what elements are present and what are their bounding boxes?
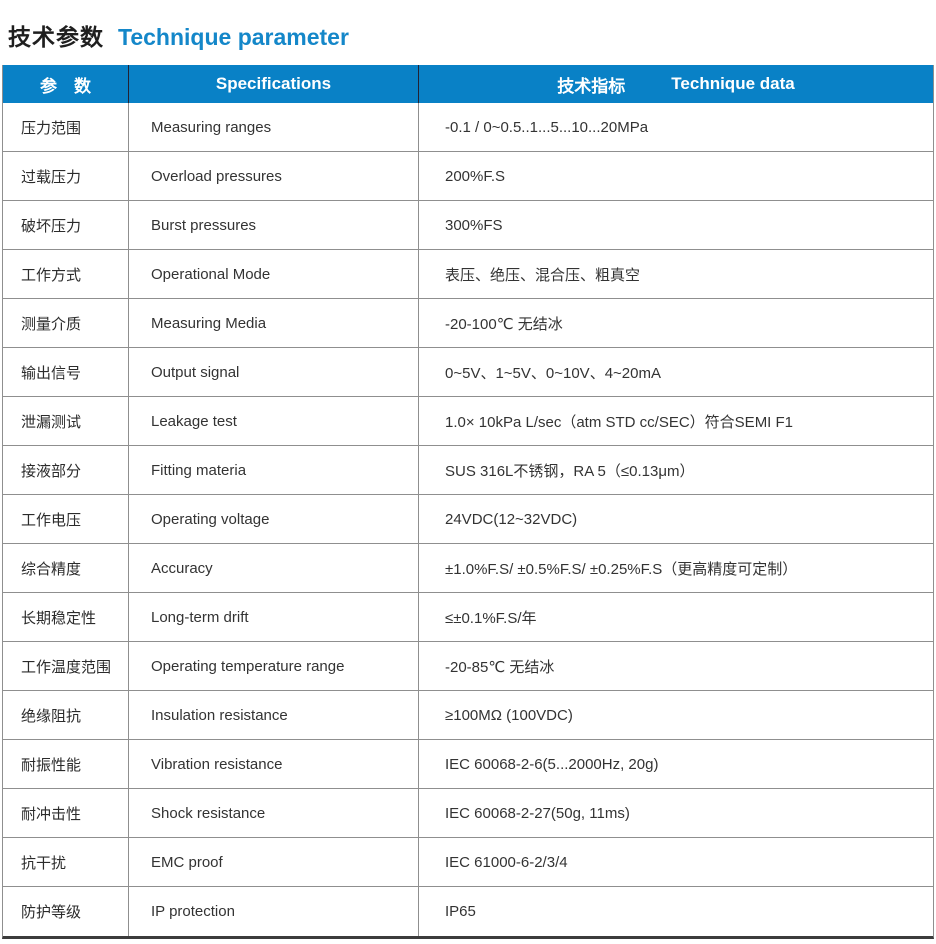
table-header: 参 数 Specifications 技术指标 Technique data <box>3 65 933 103</box>
row-value: 300%FS <box>445 216 503 234</box>
row-spec: Shock resistance <box>129 789 419 837</box>
row-value: IEC 61000-6-2/3/4 <box>445 853 568 871</box>
header-technique-data-cn: 技术指标 <box>557 76 626 96</box>
row-value: ≤±0.1%F.S/年 <box>445 609 537 627</box>
row-value: 200%F.S <box>445 167 506 185</box>
row-spec: IP protection <box>129 887 419 936</box>
row-value: ±1.0%F.S/ ±0.5%F.S/ ±0.25%F.S（更高精度可定制） <box>445 560 798 578</box>
row-param: 耐冲击性 <box>3 789 129 837</box>
row-spec: Long-term drift <box>129 593 419 641</box>
table-row: 工作方式 Operational Mode 表压、绝压、混合压、粗真空 <box>3 250 933 299</box>
row-value: IEC 60068-2-27(50g, 11ms) <box>445 804 630 822</box>
row-param: 接液部分 <box>3 446 129 494</box>
row-param: 过载压力 <box>3 152 129 200</box>
row-value: 0~5V、1~5V、0~10V、4~20mA <box>445 364 661 382</box>
header-specifications: Specifications <box>129 65 419 103</box>
table-row: 耐振性能 Vibration resistance IEC 60068-2-6(… <box>3 740 933 789</box>
row-spec: Vibration resistance <box>129 740 419 788</box>
row-value: IP65 <box>445 903 476 920</box>
table-row: 耐冲击性 Shock resistance IEC 60068-2-27(50g… <box>3 789 933 838</box>
row-value: 24VDC(12~32VDC) <box>445 510 578 528</box>
row-value: SUS 316L不锈钢，RA 5（≤0.13μm） <box>445 462 695 480</box>
row-value: ≥100MΩ (100VDC) <box>445 706 573 724</box>
row-spec: Leakage test <box>129 397 419 445</box>
header-technique-data-en: Technique data <box>671 74 795 93</box>
row-param: 抗干扰 <box>3 838 129 886</box>
table-row: 输出信号 Output signal 0~5V、1~5V、0~10V、4~20m… <box>3 348 933 397</box>
row-param: 压力范围 <box>3 103 129 151</box>
row-spec: Overload pressures <box>129 152 419 200</box>
row-param: 长期稳定性 <box>3 593 129 641</box>
table-row: 综合精度 Accuracy ±1.0%F.S/ ±0.5%F.S/ ±0.25%… <box>3 544 933 593</box>
table-row: 破坏压力 Burst pressures 300%FS <box>3 201 933 250</box>
table-row: 接液部分 Fitting materia SUS 316L不锈钢，RA 5（≤0… <box>3 446 933 495</box>
row-param: 泄漏测试 <box>3 397 129 445</box>
row-spec: Fitting materia <box>129 446 419 494</box>
row-value: IEC 60068-2-6(5...2000Hz, 20g) <box>445 755 659 773</box>
row-spec: Operating temperature range <box>129 642 419 690</box>
row-spec: Operational Mode <box>129 250 419 298</box>
row-param: 工作方式 <box>3 250 129 298</box>
table-row: 测量介质 Measuring Media -20-100℃ 无结冰 <box>3 299 933 348</box>
row-spec: Burst pressures <box>129 201 419 249</box>
row-spec: Operating voltage <box>129 495 419 543</box>
table-row: 绝缘阻抗 Insulation resistance ≥100MΩ (100VD… <box>3 691 933 740</box>
row-spec: Measuring ranges <box>129 103 419 151</box>
row-param: 测量介质 <box>3 299 129 347</box>
row-spec: Measuring Media <box>129 299 419 347</box>
row-value: -20-85℃ 无结冰 <box>445 658 555 676</box>
technique-parameter-table: 参 数 Specifications 技术指标 Technique data 压… <box>2 65 934 939</box>
page-title-en: Technique parameter <box>118 24 349 50</box>
page-title: 技术参数 Technique parameter <box>8 18 936 52</box>
table-row: 抗干扰 EMC proof IEC 61000-6-2/3/4 <box>3 838 933 887</box>
table-row: 工作电压 Operating voltage 24VDC(12~32VDC) <box>3 495 933 544</box>
row-value: 表压、绝压、混合压、粗真空 <box>445 266 641 284</box>
page-title-cn: 技术参数 <box>8 24 104 50</box>
row-spec: Output signal <box>129 348 419 396</box>
table-row: 长期稳定性 Long-term drift ≤±0.1%F.S/年 <box>3 593 933 642</box>
row-param: 工作电压 <box>3 495 129 543</box>
row-spec: Insulation resistance <box>129 691 419 739</box>
row-param: 防护等级 <box>3 887 129 936</box>
header-technique-data: 技术指标 Technique data <box>419 65 933 103</box>
row-param: 输出信号 <box>3 348 129 396</box>
table-row: 泄漏测试 Leakage test 1.0× 10kPa L/sec（atm S… <box>3 397 933 446</box>
table-row: 压力范围 Measuring ranges -0.1 / 0~0.5..1...… <box>3 103 933 152</box>
row-param: 绝缘阻抗 <box>3 691 129 739</box>
row-param: 耐振性能 <box>3 740 129 788</box>
table-row: 防护等级 IP protection IP65 <box>3 887 933 936</box>
row-param: 工作温度范围 <box>3 642 129 690</box>
row-value: 1.0× 10kPa L/sec（atm STD cc/SEC）符合SEMI F… <box>445 413 794 431</box>
row-spec: EMC proof <box>129 838 419 886</box>
row-param: 综合精度 <box>3 544 129 592</box>
row-value: -0.1 / 0~0.5..1...5...10...20MPa <box>445 118 649 136</box>
table-row: 工作温度范围 Operating temperature range -20-8… <box>3 642 933 691</box>
header-param: 参 数 <box>3 65 129 103</box>
row-param: 破坏压力 <box>3 201 129 249</box>
table-row: 过载压力 Overload pressures 200%F.S <box>3 152 933 201</box>
row-spec: Accuracy <box>129 544 419 592</box>
row-value: -20-100℃ 无结冰 <box>445 315 563 333</box>
